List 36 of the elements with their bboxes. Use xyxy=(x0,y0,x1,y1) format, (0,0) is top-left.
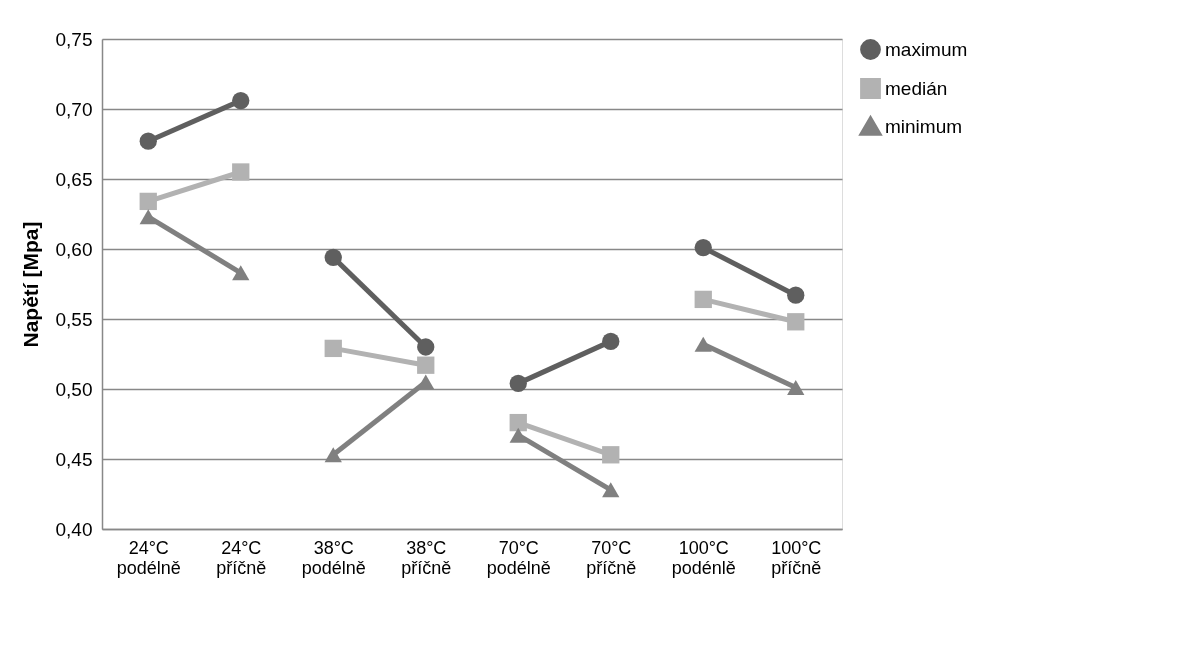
point xyxy=(417,338,435,356)
x-tick-label: 38°C podélně xyxy=(301,537,366,578)
y-axis-title: Napětí [Mpa] xyxy=(18,221,42,348)
point xyxy=(139,192,157,211)
point xyxy=(232,163,250,181)
point xyxy=(232,91,250,110)
point xyxy=(602,446,620,464)
x-tick-label: 100°C příčně xyxy=(771,537,822,578)
point xyxy=(417,356,435,374)
point xyxy=(509,413,527,432)
x-tick-label: 70°C podélně xyxy=(486,537,551,578)
legend-label: minimum xyxy=(885,115,963,137)
x-tick-label: 38°C příčně xyxy=(401,537,452,578)
legend-label: maximum xyxy=(885,38,968,60)
y-tick-label: 0,65 xyxy=(55,168,93,190)
point xyxy=(139,132,157,150)
y-tick-label: 0,70 xyxy=(55,98,93,120)
y-tick-label: 0,55 xyxy=(55,308,93,330)
point xyxy=(324,339,342,358)
y-tick-label: 0,50 xyxy=(55,378,93,400)
point xyxy=(787,286,805,304)
x-tick-label: 70°C příčně xyxy=(586,537,637,578)
y-tick-label: 0,45 xyxy=(55,448,93,470)
y-tick-label: 0,75 xyxy=(55,28,93,50)
point xyxy=(694,290,712,309)
y-tick-label: 0,60 xyxy=(55,238,93,260)
point xyxy=(324,248,342,267)
point xyxy=(787,313,805,331)
point xyxy=(509,374,527,393)
point xyxy=(694,238,712,257)
point xyxy=(602,332,620,351)
x-tick-label: 100°C podénlě xyxy=(671,537,736,578)
x-tick-label: 24°C příčně xyxy=(216,537,267,578)
y-tick-label: 0,40 xyxy=(55,518,93,540)
x-tick-label: 24°C podélně xyxy=(116,537,181,578)
legend-label: medián xyxy=(885,77,948,99)
